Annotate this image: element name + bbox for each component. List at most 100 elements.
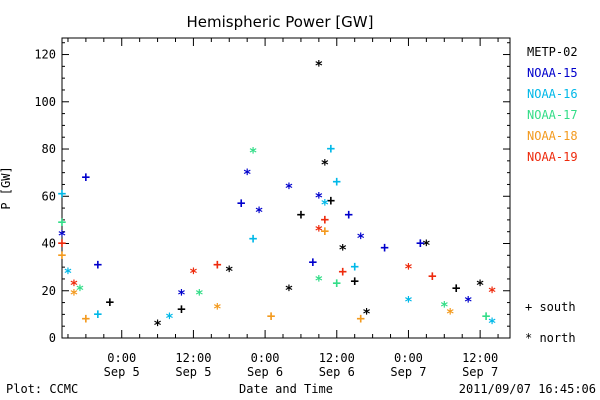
data-point: * (189, 266, 197, 282)
data-point: * (464, 295, 472, 311)
data-point: * (255, 205, 263, 221)
data-point: * (315, 224, 323, 240)
data-point: + (177, 302, 185, 318)
x-tick-time-label: 0:00 (107, 351, 136, 365)
data-point: * (488, 285, 496, 301)
data-point: * (321, 158, 329, 174)
data-point: + (380, 240, 388, 256)
data-point: * (404, 295, 412, 311)
data-point: + (339, 264, 347, 280)
y-axis-label: P [GW] (0, 166, 13, 209)
data-point: * (70, 287, 78, 303)
data-point: * (249, 146, 257, 162)
data-point: * (58, 228, 66, 244)
data-point: + (350, 259, 358, 275)
data-point: + (82, 169, 90, 185)
data-point: + (350, 273, 358, 289)
data-point: * (488, 316, 496, 332)
data-point: + (58, 236, 66, 252)
data-point: * (285, 181, 293, 197)
x-tick-date-label: Sep 5 (175, 365, 211, 379)
data-point: + (356, 311, 364, 327)
x-tick-time-label: 12:00 (175, 351, 211, 365)
data-point: + (82, 311, 90, 327)
data-point: + (321, 224, 329, 240)
marker-legend-item: + south (525, 300, 576, 314)
x-tick-time-label: 0:00 (394, 351, 423, 365)
data-point: + (345, 207, 353, 223)
data-point: * (285, 283, 293, 299)
plot-credit: Plot: CCMC (6, 382, 78, 396)
plot-timestamp: 2011/09/07 16:45:06 (459, 382, 596, 396)
data-point: * (339, 243, 347, 259)
legend-item: METP-02 (527, 45, 578, 59)
y-tick-label: 100 (34, 95, 56, 109)
data-point: * (225, 264, 233, 280)
data-point: * (362, 306, 370, 322)
data-point: * (356, 231, 364, 247)
x-tick-time-label: 0:00 (251, 351, 280, 365)
y-tick-label: 0 (49, 331, 56, 345)
chart-title: Hemispheric Power [GW] (187, 13, 374, 31)
data-point: * (476, 278, 484, 294)
x-tick-time-label: 12:00 (462, 351, 498, 365)
legend-item: NOAA-15 (527, 66, 578, 80)
x-tick-date-label: Sep 5 (104, 365, 140, 379)
data-point: + (94, 306, 102, 322)
data-point: * (315, 273, 323, 289)
data-point: * (70, 278, 78, 294)
marker-legend-item: * north (525, 331, 576, 345)
data-point: + (106, 295, 114, 311)
legend-item: NOAA-18 (527, 129, 578, 143)
marker-legend: + south * north (525, 300, 576, 345)
data-point: + (58, 186, 66, 202)
data-marks: +*+**+**+*+**+ **++*+***+*+*+ +*+*+ *+*+++*… (58, 58, 497, 334)
data-point: + (297, 207, 305, 223)
data-point: + (267, 309, 275, 325)
legend-item: NOAA-17 (527, 108, 578, 122)
x-tick-date-label: Sep 7 (462, 365, 498, 379)
data-point: + (327, 193, 335, 209)
data-point: * (321, 198, 329, 214)
data-point: + (428, 269, 436, 285)
data-point: * (315, 58, 323, 74)
data-point: * (153, 318, 161, 334)
data-point: + (58, 247, 66, 263)
data-point: * (195, 287, 203, 303)
data-point: * (422, 238, 430, 254)
data-point: * (76, 283, 84, 299)
y-tick-label: 120 (34, 48, 56, 62)
data-point: + (452, 280, 460, 296)
data-point: + (94, 257, 102, 273)
x-tick-date-label: Sep 6 (247, 365, 283, 379)
legend-item: NOAA-19 (527, 150, 578, 164)
data-point: + (237, 195, 245, 211)
data-point: + (58, 214, 66, 230)
y-tick-label: 80 (42, 142, 56, 156)
y-axis: 0 20 40 60 80 100 120 (34, 42, 510, 345)
x-tick-time-label: 12:00 (319, 351, 355, 365)
data-point: * (446, 306, 454, 322)
data-point: * (315, 191, 323, 207)
y-tick-label: 20 (42, 284, 56, 298)
x-tick-date-label: Sep 7 (390, 365, 426, 379)
legend-item: NOAA-16 (527, 87, 578, 101)
data-point: * (213, 302, 221, 318)
data-point: + (333, 276, 341, 292)
data-point: + (482, 309, 490, 325)
data-point: * (64, 266, 72, 282)
data-point: + (321, 212, 329, 228)
data-point: * (404, 261, 412, 277)
data-point: + (249, 231, 257, 247)
plot-frame (61, 37, 511, 339)
x-axis-label: Date and Time (239, 382, 333, 396)
data-point: * (177, 287, 185, 303)
data-point: * (165, 311, 173, 327)
y-tick-label: 40 (42, 237, 56, 251)
chart-legend: METP-02 NOAA-15 NOAA-16 NOAA-17 NOAA-18 NOAA-… (527, 45, 578, 164)
data-point: + (213, 257, 221, 273)
data-point: + (333, 174, 341, 190)
data-point: * (440, 299, 448, 315)
